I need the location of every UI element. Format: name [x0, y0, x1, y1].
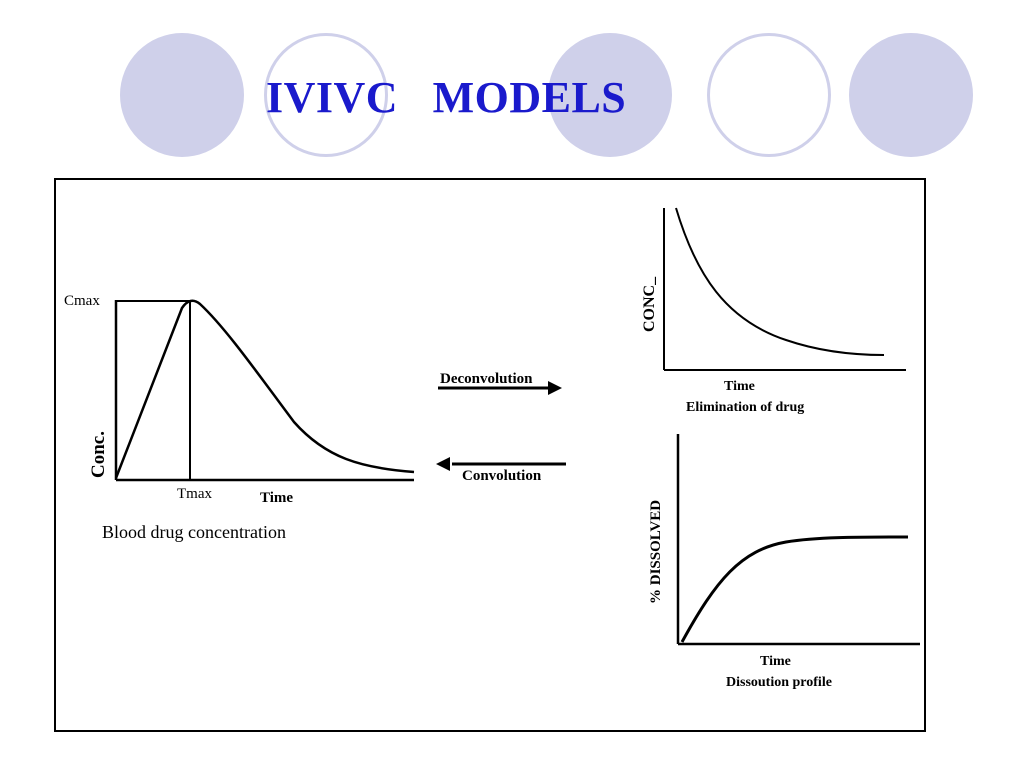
diagram-canvas: Cmax Tmax Time Conc. Blood drug concentr…	[64, 207, 920, 690]
decor-circle-4	[707, 33, 831, 157]
tmax-label: Tmax	[177, 486, 212, 502]
page-title: IVIVC MODELS	[266, 73, 627, 122]
convolution-label: Convolution	[462, 468, 542, 484]
elimination-curve	[675, 207, 885, 356]
blood-curve	[114, 299, 415, 479]
deconvolution-label: Deconvolution	[440, 371, 533, 387]
elimination-caption: Elimination of drug	[686, 400, 804, 415]
decor-circle-5	[849, 33, 973, 157]
convolution-arrow: Convolution	[436, 457, 566, 484]
dissolution-y-label: % DISSOLVED	[648, 500, 664, 604]
decor-circle-3	[548, 33, 672, 157]
blood-concentration-graph: Cmax Tmax Time Conc. Blood drug concentr…	[64, 293, 415, 542]
elimination-y-label: CONC_	[641, 276, 658, 332]
blood-y-label: Conc.	[88, 431, 109, 478]
blood-caption: Blood drug concentration	[102, 522, 286, 542]
diagram-panel: Cmax Tmax Time Conc. Blood drug concentr…	[54, 178, 926, 732]
elimination-graph: CONC_ Time Elimination of drug	[641, 207, 906, 415]
dissolution-curve	[680, 535, 909, 643]
dissolution-x-label: Time	[760, 654, 791, 669]
blood-x-label: Time	[260, 490, 293, 506]
deconvolution-arrow: Deconvolution	[438, 371, 562, 395]
decor-circle-2	[264, 33, 388, 157]
decor-circle-1	[120, 33, 244, 157]
convolution-arrow-head	[436, 457, 450, 471]
deconvolution-arrow-head	[548, 381, 562, 395]
cmax-label: Cmax	[64, 293, 100, 309]
dissolution-graph: % DISSOLVED Time Dissoution profile	[648, 434, 920, 690]
dissolution-caption: Dissoution profile	[726, 675, 832, 690]
elimination-x-label: Time	[724, 379, 755, 394]
